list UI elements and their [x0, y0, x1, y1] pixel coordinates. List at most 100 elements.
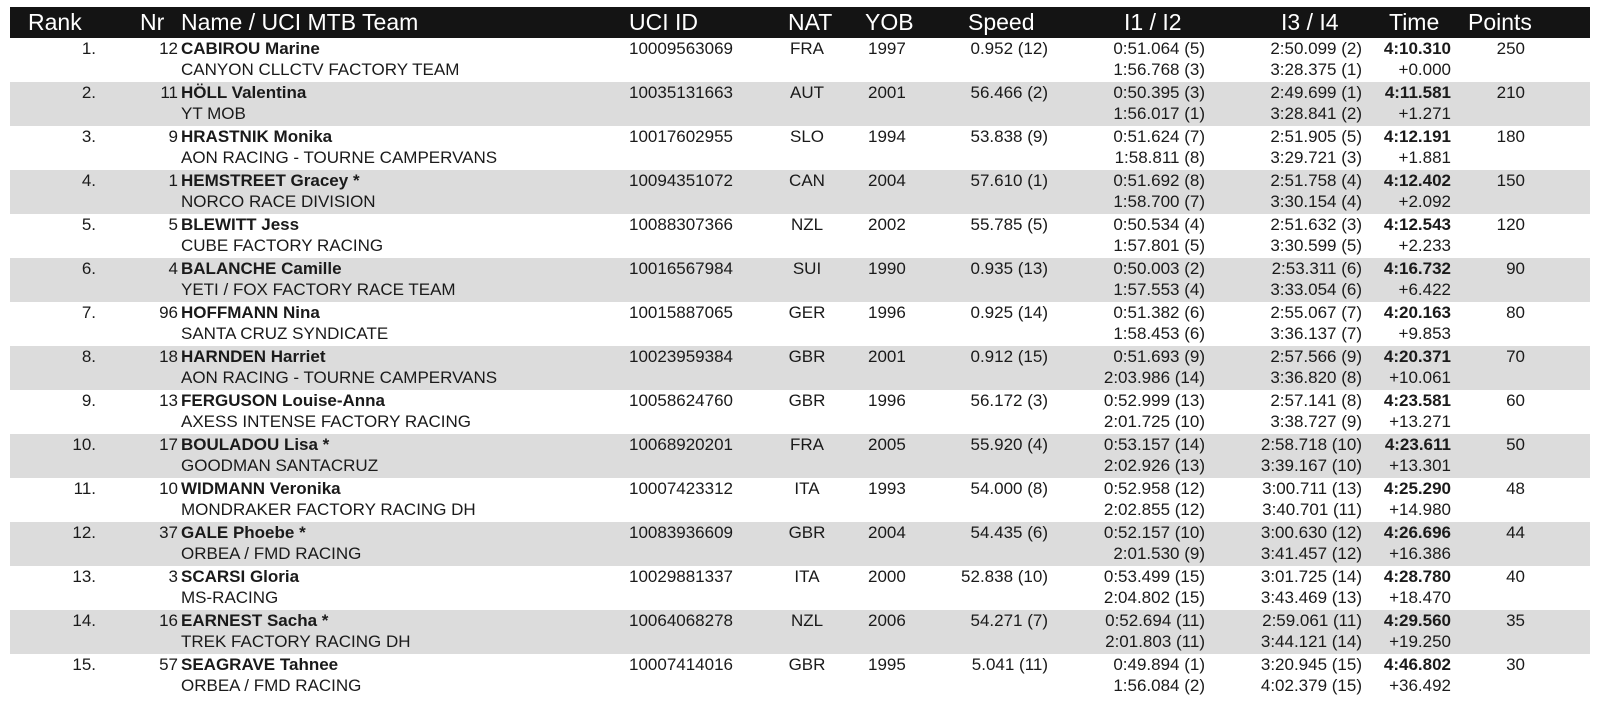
- table-row: 2. 11 HÖLL Valentina YT MOB 10035131663 AUT 20…: [10, 82, 1590, 126]
- speed-cell: 0.925 (14): [970, 303, 1049, 322]
- nr-cell: 16: [159, 611, 178, 630]
- nr-cell: 5: [168, 215, 178, 234]
- gap-cell: +2.092: [1398, 192, 1451, 211]
- uci-id-cell: 10009563069: [629, 39, 734, 58]
- points-cell: 70: [1506, 347, 1525, 366]
- split-i3: 3:00.630 (12): [1260, 523, 1362, 542]
- split-i3: 2:49.699 (1): [1270, 83, 1362, 102]
- rider-name: HOFFMANN Nina: [181, 303, 320, 322]
- time-cell: 4:26.696: [1383, 523, 1451, 542]
- uci-id-cell: 10023959384: [629, 347, 734, 366]
- rider-name: SCARSI Gloria: [181, 567, 300, 586]
- yob-cell: 2001: [868, 347, 906, 366]
- time-cell: 4:11.581: [1384, 83, 1451, 102]
- table-row: 10. 17 BOULADOU Lisa * GOODMAN SANTACRUZ 100…: [10, 434, 1590, 478]
- time-cell: 4:12.402: [1383, 171, 1451, 190]
- time-cell: 4:10.310: [1383, 39, 1451, 58]
- rank-cell: 5.: [81, 215, 96, 234]
- split-i2: 1:56.084 (2): [1113, 676, 1205, 695]
- header-rank: Rank: [28, 9, 82, 35]
- rank-cell: 1.: [81, 39, 96, 58]
- speed-cell: 53.838 (9): [970, 127, 1049, 146]
- split-i1: 0:52.157 (10): [1103, 523, 1205, 542]
- split-i1: 0:50.534 (4): [1113, 215, 1205, 234]
- rank-cell: 13.: [72, 567, 96, 586]
- rider-name: BLEWITT Jess: [181, 215, 300, 234]
- team-name: CANYON CLLCTV FACTORY TEAM: [181, 60, 460, 79]
- split-i4: 3:28.841 (2): [1270, 104, 1362, 123]
- split-i1: 0:52.958 (12): [1103, 479, 1205, 498]
- nat-cell: GBR: [788, 655, 826, 674]
- rider-name: FERGUSON Louise-Anna: [181, 391, 386, 410]
- split-i4: 3:38.727 (9): [1270, 412, 1362, 431]
- split-i2: 1:57.801 (5): [1113, 236, 1205, 255]
- rank-cell: 2.: [81, 83, 96, 102]
- gap-cell: +2.233: [1398, 236, 1451, 255]
- time-cell: 4:12.543: [1383, 215, 1451, 234]
- header-nr: Nr: [140, 9, 165, 35]
- team-name: MS-RACING: [181, 588, 279, 607]
- rider-name: BALANCHE Camille: [181, 259, 342, 278]
- nr-cell: 18: [159, 347, 178, 366]
- split-i3: 3:00.711 (13): [1262, 479, 1362, 498]
- points-cell: 80: [1506, 303, 1525, 322]
- split-i4: 3:39.167 (10): [1260, 456, 1362, 475]
- yob-cell: 2004: [868, 171, 906, 190]
- nat-cell: ITA: [794, 567, 820, 586]
- yob-cell: 1995: [868, 655, 906, 674]
- team-name: AON RACING - TOURNE CAMPERVANS: [181, 368, 498, 387]
- nat-cell: SLO: [789, 127, 825, 146]
- gap-cell: +10.061: [1389, 368, 1451, 387]
- team-name: YETI / FOX FACTORY RACE TEAM: [181, 280, 456, 299]
- team-name: MONDRAKER FACTORY RACING DH: [181, 500, 476, 519]
- table-row: 13. 3 SCARSI Gloria MS-RACING 10029881337 ITA…: [10, 566, 1590, 610]
- rank-cell: 8.: [81, 347, 96, 366]
- nr-cell: 37: [159, 523, 178, 542]
- nr-cell: 4: [168, 259, 178, 278]
- team-name: ORBEA / FMD RACING: [181, 544, 362, 563]
- rank-cell: 7.: [81, 303, 96, 322]
- speed-cell: 0.935 (13): [970, 259, 1049, 278]
- header-uci-id: UCI ID: [629, 9, 698, 35]
- split-i3: 2:50.099 (2): [1270, 39, 1362, 58]
- nr-cell: 17: [159, 435, 178, 454]
- header-speed: Speed: [968, 9, 1035, 35]
- split-i3: 2:51.905 (5): [1270, 127, 1362, 146]
- header-i3-i4: I3 / I4: [1281, 9, 1339, 35]
- rank-cell: 12.: [72, 523, 96, 542]
- split-i4: 3:28.375 (1): [1270, 60, 1362, 79]
- uci-id-cell: 10083936609: [629, 523, 734, 542]
- gap-cell: +9.853: [1398, 324, 1451, 343]
- yob-cell: 2005: [868, 435, 906, 454]
- gap-cell: +13.301: [1389, 456, 1451, 475]
- header-time: Time: [1389, 9, 1440, 35]
- table-row: 11. 10 WIDMANN Veronika MONDRAKER FACTORY R…: [10, 478, 1590, 522]
- time-cell: 4:28.780: [1383, 567, 1451, 586]
- team-name: CUBE FACTORY RACING: [181, 236, 384, 255]
- rank-cell: 14.: [72, 611, 96, 630]
- uci-id-cell: 10064068278: [629, 611, 734, 630]
- nr-cell: 57: [159, 655, 178, 674]
- gap-cell: +1.881: [1398, 148, 1451, 167]
- gap-cell: +1.271: [1398, 104, 1451, 123]
- team-name: TREK FACTORY RACING DH: [181, 632, 411, 651]
- yob-cell: 1996: [868, 303, 906, 322]
- header-points: Points: [1468, 9, 1532, 35]
- rider-name: EARNEST Sacha *: [181, 611, 329, 630]
- nat-cell: ITA: [794, 479, 820, 498]
- split-i3: 3:20.945 (15): [1260, 655, 1362, 674]
- gap-cell: +36.492: [1389, 676, 1451, 695]
- header-i1-i2: I1 / I2: [1124, 9, 1182, 35]
- team-name: GOODMAN SANTACRUZ: [181, 456, 379, 475]
- gap-cell: +19.250: [1389, 632, 1451, 651]
- split-i1: 0:51.693 (9): [1113, 347, 1205, 366]
- yob-cell: 1997: [868, 39, 906, 58]
- split-i3: 2:55.067 (7): [1270, 303, 1362, 322]
- split-i3: 2:51.758 (4): [1270, 171, 1362, 190]
- rider-name: HRASTNIK Monika: [181, 127, 333, 146]
- time-cell: 4:23.611: [1384, 435, 1451, 454]
- split-i3: 2:57.566 (9): [1270, 347, 1362, 366]
- yob-cell: 2002: [868, 215, 906, 234]
- split-i1: 0:49.894 (1): [1113, 655, 1205, 674]
- split-i2: 1:56.768 (3): [1113, 60, 1205, 79]
